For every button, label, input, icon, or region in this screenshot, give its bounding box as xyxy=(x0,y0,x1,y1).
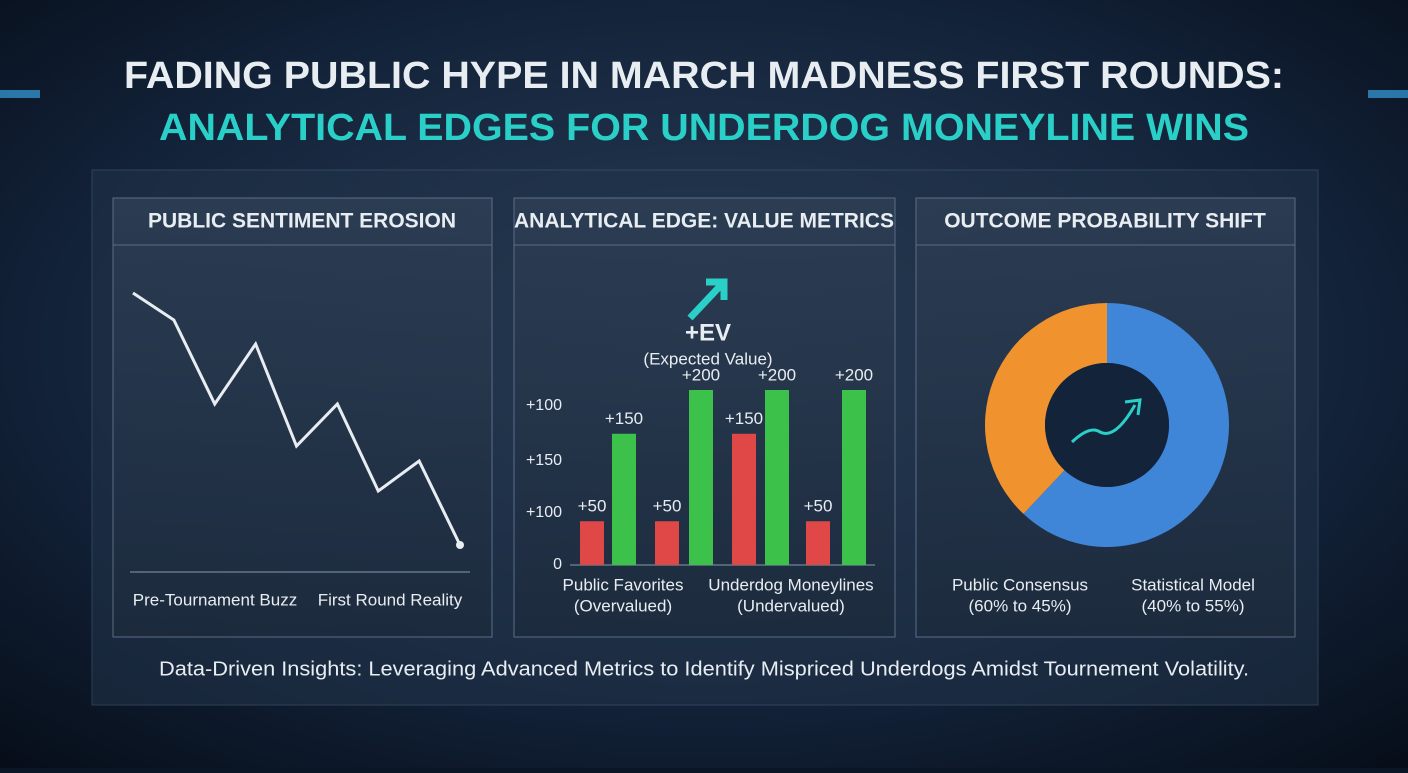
category-note: (Undervalued) xyxy=(737,596,845,615)
category-label: Public Favorites xyxy=(563,575,684,594)
category-label: Public Consensus xyxy=(952,575,1088,594)
bar xyxy=(806,521,830,565)
axis-label: +100 xyxy=(526,504,562,521)
value-label: +50 xyxy=(653,497,682,516)
annotation-note: (Expected Value) xyxy=(643,349,772,368)
footer: Data-Driven Insights: Leveraging Advance… xyxy=(159,658,1249,680)
donut-slice xyxy=(985,303,1107,514)
bar xyxy=(689,390,713,565)
value-label: +50 xyxy=(578,497,607,516)
value-label: +200 xyxy=(835,365,873,384)
category-note: (60% to 45%) xyxy=(969,596,1072,615)
annotation: +EV xyxy=(685,319,731,346)
axis-label: +150 xyxy=(526,452,562,469)
axis-label: 0 xyxy=(553,556,562,573)
category-label: Statistical Model xyxy=(1131,575,1255,594)
panel xyxy=(112,197,493,638)
panel-title: OUTCOME PROBABILITY SHIFT xyxy=(944,210,1266,233)
title: FADING PUBLIC HYPE IN MARCH MADNESS FIRS… xyxy=(124,55,1284,97)
panel-title: ANALYTICAL EDGE: VALUE METRICS xyxy=(514,210,894,233)
donut-slice xyxy=(1023,303,1230,547)
value-label: +150 xyxy=(605,409,643,428)
panel-title: PUBLIC SENTIMENT EROSION xyxy=(148,210,456,233)
ev-arrow xyxy=(687,278,728,321)
value-label: +200 xyxy=(758,365,796,384)
bar xyxy=(655,521,679,565)
trend-icon xyxy=(1070,398,1142,444)
bar xyxy=(842,390,866,565)
category-note: (40% to 55%) xyxy=(1142,596,1245,615)
subtitle: ANALYTICAL EDGES FOR UNDERDOG MONEYLINE … xyxy=(159,107,1249,149)
x-label: Pre-Tournament Buzz xyxy=(133,590,297,609)
axis-label: +100 xyxy=(526,397,562,414)
category-label: Underdog Moneylines xyxy=(708,575,873,594)
sentiment-line xyxy=(132,291,462,546)
light xyxy=(1368,90,1408,98)
bar xyxy=(765,390,789,565)
donut-hole xyxy=(1045,363,1169,487)
light xyxy=(0,90,40,98)
value-label: +150 xyxy=(725,409,763,428)
line-end xyxy=(456,541,464,549)
value-label: +50 xyxy=(804,497,833,516)
x-label: First Round Reality xyxy=(318,590,463,609)
value-label: +200 xyxy=(682,365,720,384)
bar xyxy=(580,521,604,565)
category-note: (Overvalued) xyxy=(574,596,672,615)
bar xyxy=(732,433,756,565)
bar xyxy=(612,433,636,565)
